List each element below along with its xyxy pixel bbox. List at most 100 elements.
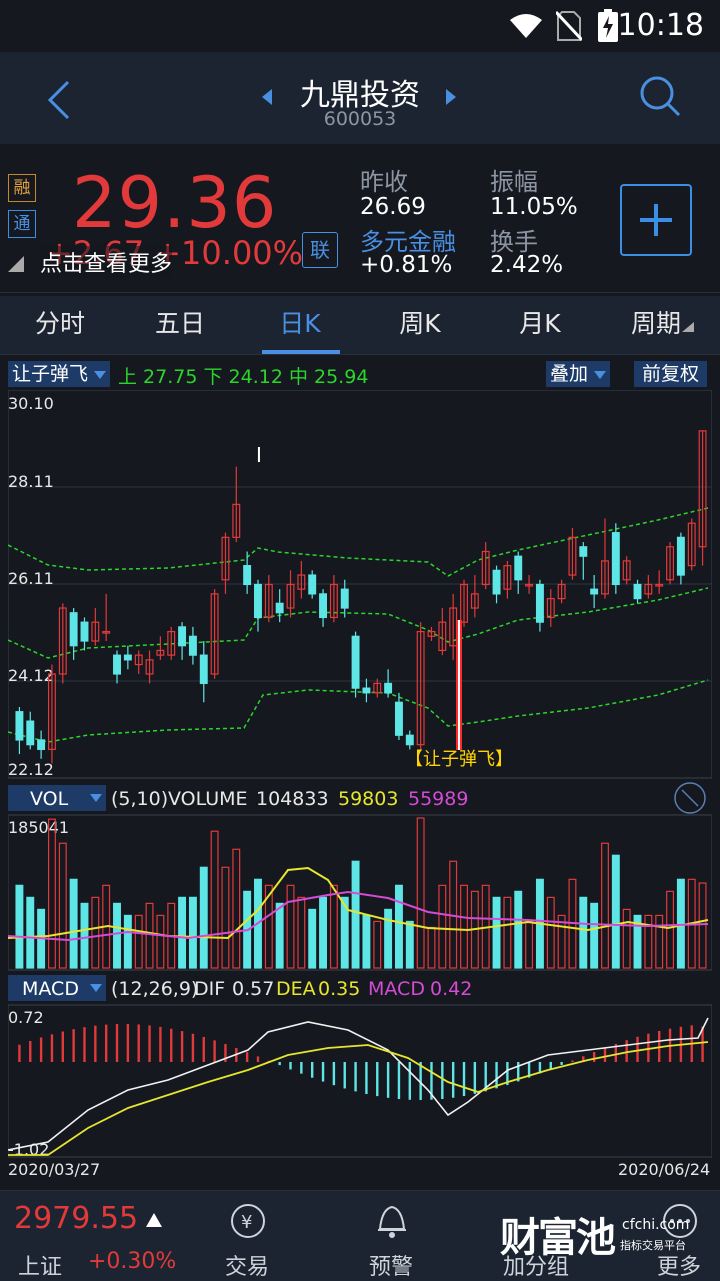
kline-chart[interactable]: 30.10 28.11 26.11 24.12 22.12 【让子弹飞】 I V…	[8, 390, 712, 1180]
bell-icon[interactable]	[372, 1199, 412, 1241]
volume-bar	[460, 884, 468, 969]
bottom-bar: 2979.55 上证 +0.30% ¥ 交易 预警 加分组 更多 财富池 cfc…	[0, 1190, 720, 1281]
candle-body	[590, 588, 599, 595]
overlay-label: 叠加	[550, 363, 589, 385]
candle-body	[676, 536, 685, 576]
candle-body	[123, 654, 132, 661]
add-watchlist-button[interactable]	[620, 184, 692, 256]
candle-body	[579, 546, 588, 557]
margin-tag: 融	[8, 174, 36, 202]
trade-icon[interactable]: ¥	[228, 1201, 268, 1241]
candle-body	[264, 583, 273, 619]
candle-body	[37, 739, 46, 750]
lower-band	[8, 679, 709, 743]
expand-corner-icon	[8, 256, 24, 272]
candle-body	[113, 654, 121, 675]
tab-daily-k[interactable]: 日K	[279, 309, 321, 338]
period-dropdown-icon	[682, 322, 694, 332]
price-axis-label: 22.12	[8, 760, 54, 779]
nav-alert[interactable]: 预警	[368, 1255, 413, 1280]
macd-indicator-select[interactable]	[8, 975, 106, 1001]
volume-bar	[514, 890, 523, 969]
volume-bar	[492, 896, 501, 969]
candle-body	[481, 550, 490, 586]
price-axis-label: 24.12	[8, 666, 54, 685]
quote-panel[interactable]: 融 通 29.36 +2.67 +10.00% 点击查看更多 联 昨收 26.6…	[0, 144, 720, 293]
related-button[interactable]: 联	[302, 232, 338, 268]
tab-period[interactable]: 周期	[630, 309, 681, 338]
tab-intraday[interactable]: 分时	[34, 309, 85, 338]
end-date: 2020/06/24	[618, 1160, 710, 1179]
candle-body	[546, 598, 555, 619]
main-indicator-name: 让子弹飞	[12, 363, 89, 385]
stock-title: 九鼎投资	[300, 78, 420, 113]
dif-label: DIF	[194, 978, 225, 1000]
candle-body	[394, 701, 403, 736]
stock-code: 600053	[323, 108, 397, 130]
vol-ma5: 59803	[338, 788, 398, 810]
candle-body	[535, 583, 544, 623]
candle-body	[47, 673, 56, 750]
nav-more[interactable]: 更多	[656, 1255, 701, 1280]
macd-indicator-name: MACD	[22, 978, 79, 1000]
start-date: 2020/03/27	[8, 1160, 100, 1179]
tab-weekly-k[interactable]: 周K	[399, 309, 441, 338]
search-icon[interactable]	[638, 74, 682, 118]
volume-bar	[362, 914, 371, 969]
candle-body	[384, 682, 393, 694]
tab-monthly-k[interactable]: 月K	[519, 309, 561, 338]
prev-close-value: 26.69	[360, 194, 426, 220]
vol-indicator-name: VOL	[30, 788, 69, 810]
candle-body	[156, 649, 165, 656]
candle-body	[178, 626, 187, 647]
candle-body	[351, 635, 360, 689]
vol-params: (5,10)	[111, 788, 168, 810]
prev-stock-icon[interactable]	[260, 88, 274, 106]
adjust-button[interactable]: 前复权	[634, 361, 708, 387]
candle-body	[438, 621, 447, 652]
active-tab-indicator	[262, 350, 340, 354]
nav-add-group[interactable]: 加分组	[502, 1255, 569, 1280]
back-icon[interactable]	[44, 78, 74, 122]
main-indicator-select[interactable]: 让子弹飞	[8, 361, 111, 387]
volume-bar	[579, 896, 588, 969]
macd-label: MACD	[368, 978, 425, 1000]
candle-body	[611, 532, 620, 586]
candle-body	[698, 430, 707, 548]
more-icon[interactable]	[660, 1201, 700, 1241]
period-tabs: 分时 五日 日K 周K 月K 周期	[0, 296, 720, 355]
status-bar: 10:18	[0, 0, 720, 52]
amplitude-label: 振幅	[490, 168, 538, 196]
overlay-select[interactable]: 叠加	[546, 361, 611, 387]
index-value[interactable]: 2979.55	[14, 1201, 139, 1236]
volume-bar	[286, 884, 295, 969]
volume-bar	[438, 884, 447, 969]
band-down: 下 24.12	[203, 366, 283, 388]
volume-bar	[329, 884, 338, 969]
price-axis-label: 26.11	[8, 569, 54, 588]
vol-indicator-select[interactable]	[8, 785, 106, 811]
more-tip[interactable]: 点击查看更多	[40, 246, 173, 278]
index-name: 上证	[18, 1255, 63, 1280]
volume-bar	[503, 896, 512, 969]
volume-bar	[557, 914, 566, 969]
candle-body	[340, 588, 349, 609]
svg-text:¥: ¥	[241, 1212, 252, 1233]
prev-close-label: 昨收	[360, 168, 408, 196]
volume-bar	[622, 908, 631, 969]
candle-body	[243, 565, 252, 586]
volume-bar	[188, 896, 197, 969]
battery-charging-icon	[598, 9, 618, 42]
band-mid: 中 25.94	[288, 366, 369, 388]
candle-body	[601, 560, 609, 595]
nav-trade[interactable]: 交易	[224, 1255, 269, 1280]
candle-body	[405, 734, 414, 746]
candle-body	[655, 583, 664, 587]
sector-label[interactable]: 多元金融	[360, 228, 456, 256]
candle-body	[91, 621, 100, 642]
expand-icon[interactable]	[674, 782, 706, 814]
candle-body	[622, 560, 631, 581]
candle-body	[427, 630, 436, 637]
next-stock-icon[interactable]	[444, 88, 458, 106]
tab-five-day[interactable]: 五日	[154, 309, 205, 338]
